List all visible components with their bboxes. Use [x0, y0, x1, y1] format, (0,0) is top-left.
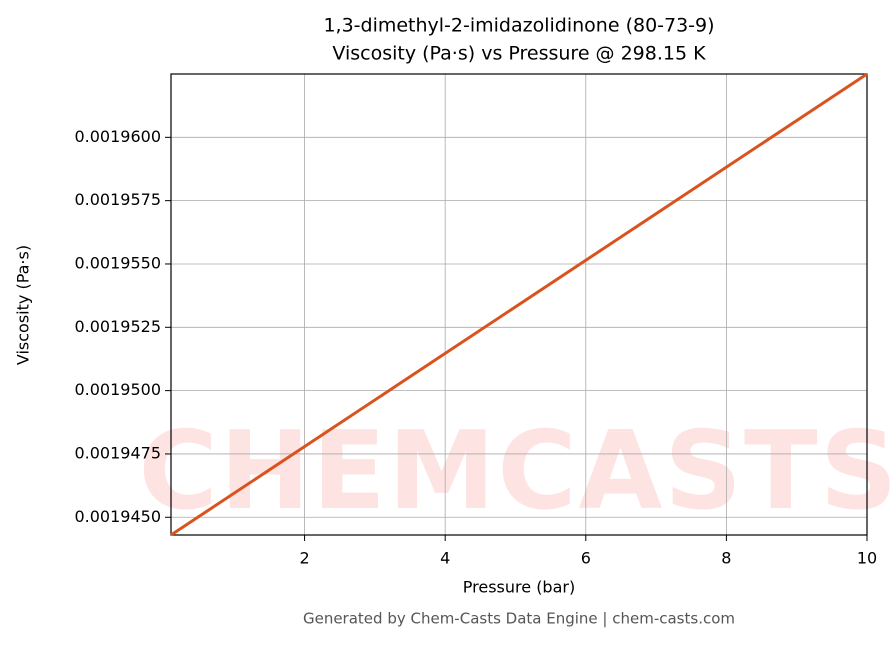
y-tick-label: 0.0019550: [74, 253, 161, 272]
x-tick-label: 2: [299, 549, 309, 568]
chart-title: 1,3-dimethyl-2-imidazolidinone (80-73-9): [323, 15, 714, 37]
x-tick-label: 4: [440, 549, 450, 568]
y-tick-label: 0.0019450: [74, 507, 161, 526]
x-tick-label: 10: [857, 549, 877, 568]
y-tick-label: 0.0019600: [74, 127, 161, 146]
y-tick-label: 0.0019475: [74, 443, 161, 462]
footer: Generated by Chem-Casts Data Engine | ch…: [303, 610, 735, 628]
y-axis-label: Viscosity (Pa·s): [14, 245, 33, 365]
watermark: CHEMCASTS: [139, 409, 896, 534]
chart-subtitle: Viscosity (Pa·s) vs Pressure @ 298.15 K: [332, 43, 706, 65]
x-tick-label: 8: [721, 549, 731, 568]
y-tick-label: 0.0019575: [74, 190, 161, 209]
y-tick-label: 0.0019525: [74, 317, 161, 336]
x-axis-label: Pressure (bar): [463, 578, 575, 597]
data-line: [170, 72, 868, 537]
x-tick-label: 6: [581, 549, 591, 568]
plot-frame: [170, 73, 868, 536]
y-tick-label: 0.0019500: [74, 380, 161, 399]
